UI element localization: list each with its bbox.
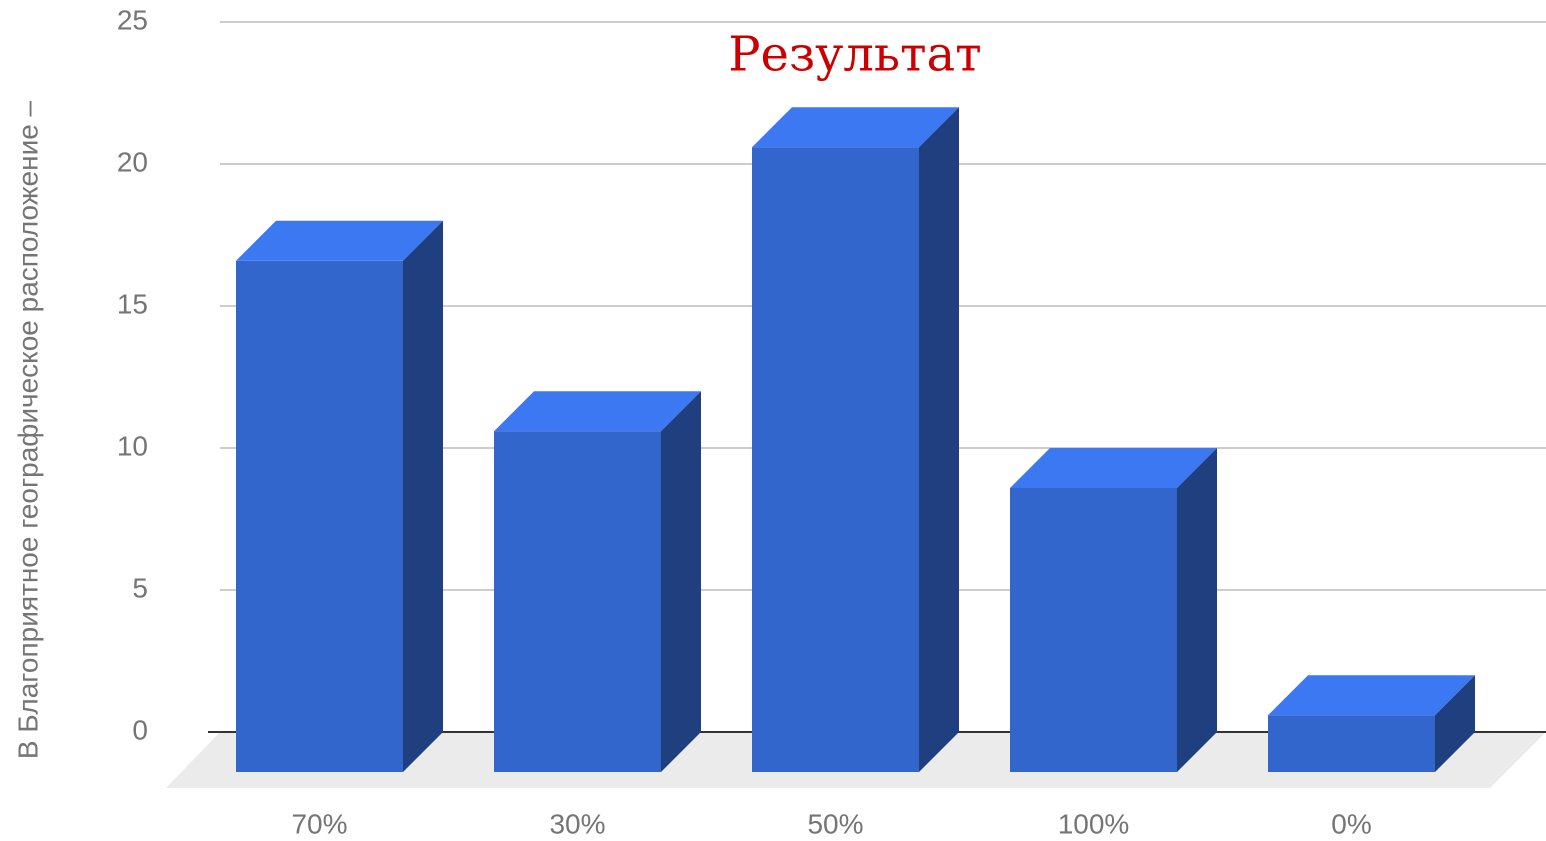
y-tick-label: 5 [132, 572, 148, 603]
bar-front [236, 260, 403, 772]
bar-side [1435, 675, 1475, 772]
bar-top [1268, 675, 1475, 716]
x-tick-label: 50% [807, 808, 863, 839]
bar-side [1177, 448, 1217, 772]
x-tick-label: 70% [291, 808, 347, 839]
bar-top [236, 220, 443, 261]
bar-side [919, 107, 959, 772]
y-axis-label: В Благоприятное географическое расположе… [12, 100, 43, 759]
y-tick-label: 25 [117, 4, 148, 35]
bar-front [1010, 488, 1177, 772]
bar-top [494, 391, 701, 432]
x-tick-label: 30% [549, 808, 605, 839]
y-tick-label: 0 [132, 714, 148, 745]
bar-top [752, 107, 959, 148]
y-tick-label: 20 [117, 146, 148, 177]
bar-front [1268, 715, 1435, 772]
y-tick-label: 15 [117, 288, 148, 319]
bar-top [1010, 448, 1217, 488]
bar-side [403, 220, 443, 773]
chart-title: Результат [728, 27, 981, 83]
bar-side [661, 391, 701, 772]
x-tick-label: 0% [1331, 808, 1371, 839]
y-tick-label: 10 [117, 430, 148, 461]
x-tick-label: 100% [1058, 808, 1130, 839]
bar-front [752, 147, 919, 772]
bar-front [494, 431, 661, 772]
